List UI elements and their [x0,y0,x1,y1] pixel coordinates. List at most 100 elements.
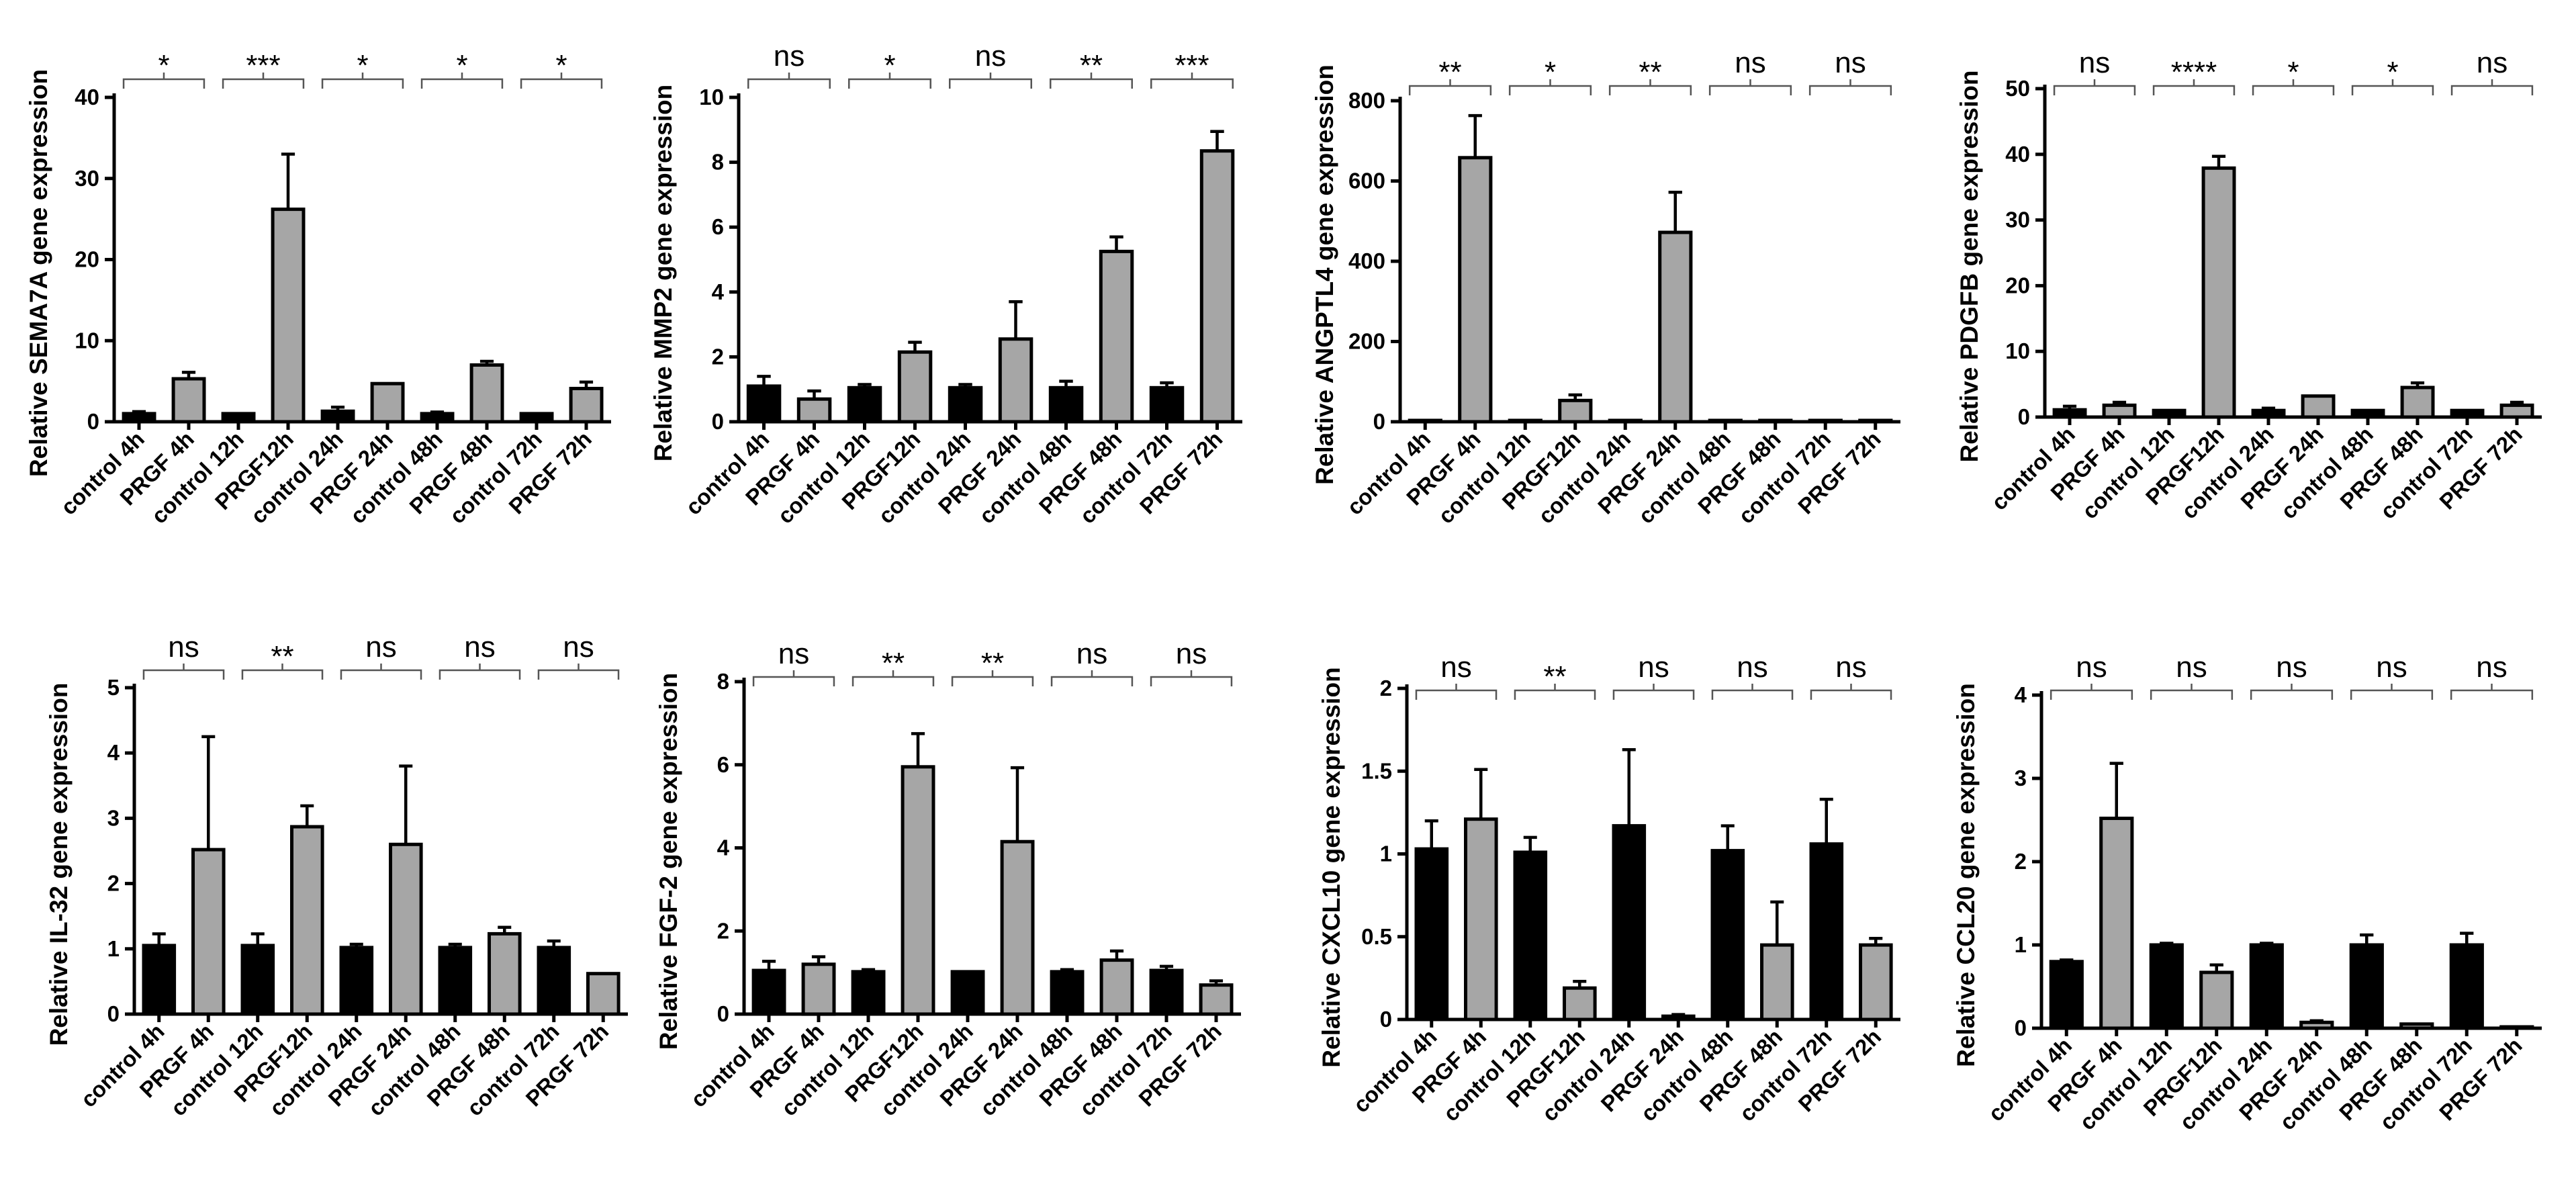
significance-bracket [2250,684,2334,700]
significance-label: * [1545,56,1556,89]
significance-bracket [142,664,225,680]
y-tick-label: 400 [1348,248,1385,273]
significance-label: ns [778,637,809,670]
bar [950,970,985,1016]
significance-bracket [122,73,205,89]
significance-bracket [2053,79,2136,95]
y-tick-label: 3 [2015,766,2027,790]
bar [2449,943,2484,1030]
bar [901,765,935,1016]
bar [796,397,832,424]
bar [586,972,620,1016]
bar [569,387,604,424]
y-tick-label: 1 [1380,842,1392,866]
significance-label: * [357,49,368,82]
significance-bracket [537,664,620,680]
y-tick-label: 1 [2015,932,2027,957]
significance-bracket [2351,79,2434,95]
y-tick-label: 800 [1348,88,1385,113]
bar [2349,943,2384,1030]
significance-label: ns [365,631,396,664]
bar [1710,849,1745,1021]
y-axis-title: Relative IL-32 gene expression [45,683,73,1046]
significance-bracket [1415,684,1498,700]
bar [271,208,306,424]
y-tick-label: 50 [2005,76,2030,101]
significance-label: ns [2076,651,2107,684]
significance-label: ns [774,40,804,73]
y-tick-label: 0 [2015,1015,2027,1040]
bar [1199,149,1235,424]
significance-label: * [158,49,169,82]
significance-label: ns [1638,651,1669,684]
bar [2049,960,2084,1030]
significance-label: ns [2079,46,2110,79]
y-tick-label: 20 [2005,273,2030,298]
significance-bracket [951,670,1034,686]
bar [2199,970,2234,1030]
y-tick-label: 0 [2018,404,2030,429]
significance-label: ** [882,647,905,680]
bar [751,968,786,1016]
y-tick-label: 30 [75,166,99,191]
significance-label: ns [464,631,495,664]
y-tick-label: 40 [2005,142,2030,167]
significance-bracket [2150,684,2234,700]
significance-label: ns [1735,46,1765,79]
significance-bracket [1708,79,1792,95]
significance-bracket [1514,684,1596,700]
significance-bracket [752,670,835,686]
bar [1000,839,1035,1016]
bar [2301,394,2336,419]
significance-label: ** [271,640,293,673]
bar [1149,968,1184,1016]
y-axis-title: Relative CXCL10 gene expression [1318,667,1345,1067]
bar [1199,983,1234,1016]
bar [2249,943,2284,1030]
significance-bracket [520,73,603,89]
significance-label: ns [2477,46,2508,79]
y-axis-title: Relative SEMA7A gene expression [25,69,52,477]
y-tick-label: 2 [1380,676,1392,700]
bar [389,842,423,1016]
y-tick-label: 0 [1380,1007,1392,1032]
significance-bracket [2350,684,2434,700]
significance-label: ** [981,647,1004,680]
bar [339,946,374,1016]
significance-label: ns [2276,651,2307,684]
y-tick-label: 0 [717,1001,729,1026]
significance-label: * [456,49,467,82]
y-tick-label: 6 [717,752,729,777]
y-tick-label: 20 [75,247,99,272]
bar [851,970,886,1016]
bar [240,944,275,1016]
y-tick-label: 6 [712,214,724,239]
bar [1658,230,1693,424]
y-tick-label: 8 [712,150,724,175]
significance-label: * [2387,56,2398,89]
significance-bracket [1050,670,1134,686]
significance-bracket [2450,684,2534,700]
significance-bracket [420,73,504,89]
y-tick-label: 600 [1348,169,1385,193]
bar [1809,842,1844,1021]
y-axis-title: Relative ANGPTL4 gene expression [1311,64,1338,485]
y-tick-label: 2 [712,344,724,369]
bar [1859,943,1893,1021]
bar [438,946,473,1016]
significance-bracket [439,664,521,680]
bar [171,377,206,424]
y-axis-title: Relative PDGFB gene expression [1956,71,1983,463]
y-tick-label: 0 [107,1001,120,1026]
bar [142,944,177,1016]
y-tick-label: 0 [1373,409,1385,434]
y-tick-label: 10 [699,85,724,109]
y-tick-label: 30 [2005,208,2030,232]
y-tick-label: 4 [107,740,120,765]
y-tick-label: 4 [717,835,730,860]
y-tick-label: 4 [712,279,725,304]
y-tick-label: 2 [2015,849,2027,874]
bar [1099,958,1134,1016]
significance-bracket [1408,79,1492,95]
bar [1558,398,1593,424]
